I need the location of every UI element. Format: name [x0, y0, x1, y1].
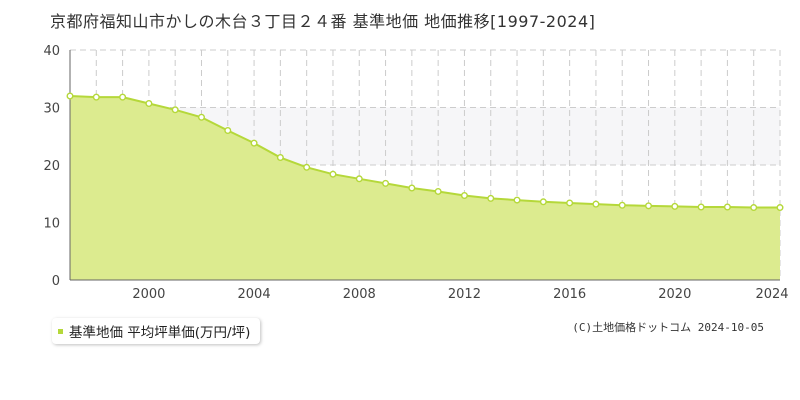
legend: 基準地価 平均坪単価(万円/坪) — [52, 318, 261, 344]
data-point — [697, 203, 705, 211]
x-tick-label: 2000 — [132, 287, 165, 302]
data-point — [382, 179, 390, 187]
data-point — [303, 163, 311, 171]
data-point — [723, 203, 731, 211]
x-tick-label: 2024 — [755, 287, 788, 302]
y-tick-label: 0 — [52, 274, 60, 289]
chart-title: 京都府福知山市かしの木台３丁目２４番 基準地価 地価推移[1997-2024] — [50, 12, 596, 31]
data-point — [119, 93, 127, 101]
y-tick-label: 20 — [43, 159, 60, 174]
data-point — [592, 200, 600, 208]
data-point — [539, 198, 547, 206]
data-point — [355, 175, 363, 183]
y-tick-label: 10 — [43, 217, 60, 232]
data-point — [276, 154, 284, 162]
data-point — [566, 199, 574, 207]
data-point — [750, 204, 758, 212]
x-tick-label: 2020 — [658, 287, 691, 302]
data-point — [645, 202, 653, 210]
data-point — [329, 170, 337, 178]
y-tick-label: 40 — [43, 44, 60, 59]
x-tick-label: 2016 — [553, 287, 586, 302]
data-point — [92, 93, 100, 101]
legend-label: 基準地価 平均坪単価(万円/坪) — [69, 325, 251, 341]
data-point — [671, 202, 679, 210]
data-point — [776, 204, 784, 212]
data-point — [618, 201, 626, 209]
data-point — [460, 191, 468, 199]
data-point — [171, 106, 179, 114]
data-point — [197, 113, 205, 121]
data-point — [224, 126, 232, 134]
data-point — [66, 92, 74, 100]
data-point — [513, 196, 521, 204]
x-tick-label: 2012 — [448, 287, 481, 302]
y-tick-label: 30 — [43, 102, 60, 117]
data-point — [408, 184, 416, 192]
series-line — [69, 95, 780, 209]
legend-marker — [58, 328, 63, 334]
copyright-text: (C)土地価格ドットコム 2024-10-05 — [572, 321, 764, 334]
data-point — [250, 139, 258, 147]
data-point — [145, 99, 153, 107]
data-point — [487, 194, 495, 202]
x-tick-label: 2004 — [238, 287, 271, 302]
series-area — [70, 96, 780, 280]
x-tick-label: 2008 — [343, 287, 376, 302]
data-point — [434, 187, 442, 195]
